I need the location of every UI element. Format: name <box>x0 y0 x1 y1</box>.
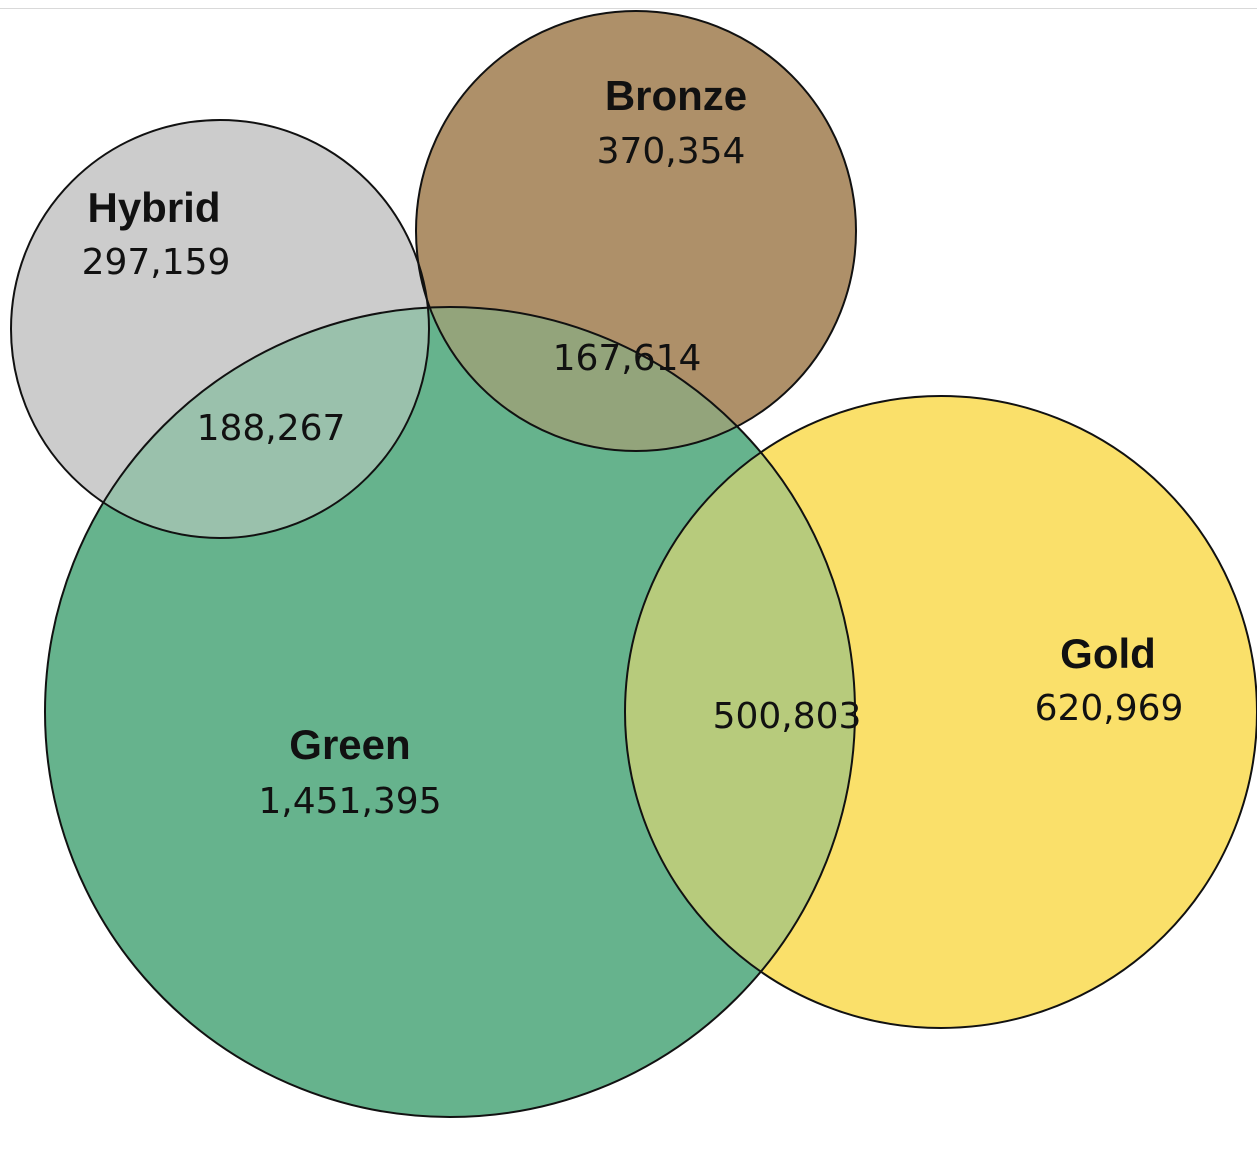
green-count: 1,451,395 <box>258 781 441 822</box>
gold-green-overlap-count: 500,803 <box>713 696 862 737</box>
bronze-circle-outline <box>415 10 857 452</box>
top-divider <box>0 8 1257 9</box>
hybrid-green-overlap-count: 188,267 <box>197 408 346 449</box>
bronze-count: 370,354 <box>597 131 746 172</box>
gold-label: Gold <box>1060 630 1156 677</box>
gold-green-overlap <box>625 396 855 1028</box>
gold-count: 620,969 <box>1035 688 1184 729</box>
hybrid-label: Hybrid <box>87 184 220 231</box>
green-label: Green <box>289 721 410 768</box>
bronze-label: Bronze <box>605 72 747 119</box>
hybrid-count: 297,159 <box>82 242 231 283</box>
hybrid-circle-outline <box>10 119 430 539</box>
bronze-green-overlap-count: 167,614 <box>553 338 702 379</box>
gold-circle-outline <box>624 395 1257 1029</box>
green-circle-outline <box>44 306 856 1118</box>
